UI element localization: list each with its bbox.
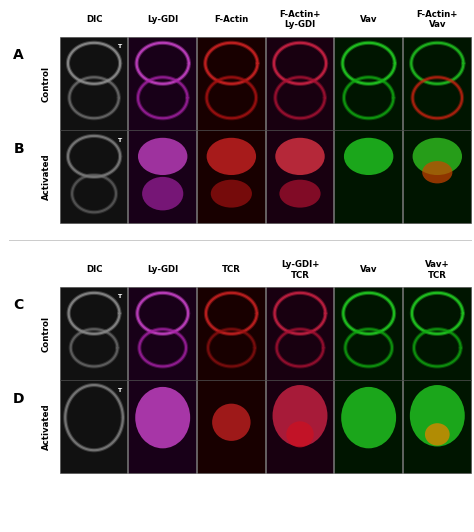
Bar bbox=[197, 130, 264, 223]
Text: F-Actin: F-Actin bbox=[214, 15, 248, 24]
Text: DIC: DIC bbox=[86, 15, 102, 24]
Bar bbox=[265, 37, 333, 130]
Text: D: D bbox=[13, 392, 24, 405]
Ellipse shape bbox=[138, 138, 187, 175]
Text: F-Actin+
Ly-GDI: F-Actin+ Ly-GDI bbox=[279, 11, 321, 29]
Bar bbox=[334, 130, 402, 223]
Text: Control: Control bbox=[42, 66, 50, 102]
Ellipse shape bbox=[212, 404, 251, 441]
Text: Control: Control bbox=[42, 316, 50, 352]
Text: DIC: DIC bbox=[86, 265, 102, 275]
Bar bbox=[197, 380, 264, 473]
Text: T: T bbox=[118, 294, 121, 300]
Bar bbox=[60, 287, 128, 380]
Bar bbox=[334, 287, 402, 380]
Text: Ly-GDI: Ly-GDI bbox=[147, 265, 178, 275]
Ellipse shape bbox=[279, 180, 320, 207]
Bar bbox=[128, 130, 196, 223]
Ellipse shape bbox=[412, 138, 462, 175]
Bar bbox=[60, 380, 128, 473]
Ellipse shape bbox=[211, 180, 252, 207]
Text: Ly-GDI+
TCR: Ly-GDI+ TCR bbox=[281, 261, 319, 279]
Bar bbox=[128, 287, 196, 380]
Ellipse shape bbox=[207, 138, 256, 175]
Text: Activated: Activated bbox=[42, 154, 50, 200]
Bar bbox=[265, 380, 333, 473]
Text: F-Actin+
Vav: F-Actin+ Vav bbox=[417, 11, 458, 29]
Bar bbox=[403, 130, 471, 223]
Ellipse shape bbox=[142, 177, 183, 211]
Text: Activated: Activated bbox=[42, 404, 50, 450]
Ellipse shape bbox=[422, 161, 452, 184]
Bar bbox=[265, 130, 333, 223]
Text: B: B bbox=[13, 142, 24, 155]
Text: T: T bbox=[118, 44, 121, 49]
Text: T: T bbox=[118, 137, 121, 143]
Text: Vav: Vav bbox=[360, 15, 377, 24]
Text: A: A bbox=[13, 48, 24, 62]
Bar bbox=[403, 37, 471, 130]
Bar bbox=[197, 287, 264, 380]
Ellipse shape bbox=[410, 385, 465, 446]
Text: Vav+
TCR: Vav+ TCR bbox=[425, 261, 450, 279]
Text: Vav: Vav bbox=[360, 265, 377, 275]
Text: Ly-GDI: Ly-GDI bbox=[147, 15, 178, 24]
Bar bbox=[334, 37, 402, 130]
Bar bbox=[197, 37, 264, 130]
Text: C: C bbox=[13, 298, 24, 312]
Bar bbox=[9, 240, 472, 241]
Ellipse shape bbox=[275, 138, 325, 175]
Bar bbox=[60, 37, 128, 130]
Ellipse shape bbox=[286, 421, 314, 447]
Bar bbox=[60, 130, 128, 223]
Text: TCR: TCR bbox=[222, 265, 241, 275]
Ellipse shape bbox=[273, 385, 328, 446]
Ellipse shape bbox=[341, 387, 396, 448]
Bar bbox=[128, 37, 196, 130]
Bar bbox=[403, 380, 471, 473]
Bar bbox=[403, 287, 471, 380]
Bar bbox=[334, 380, 402, 473]
Bar bbox=[265, 287, 333, 380]
Ellipse shape bbox=[425, 423, 450, 446]
Ellipse shape bbox=[135, 387, 190, 448]
Ellipse shape bbox=[344, 138, 393, 175]
Text: T: T bbox=[118, 387, 121, 393]
Bar bbox=[128, 380, 196, 473]
